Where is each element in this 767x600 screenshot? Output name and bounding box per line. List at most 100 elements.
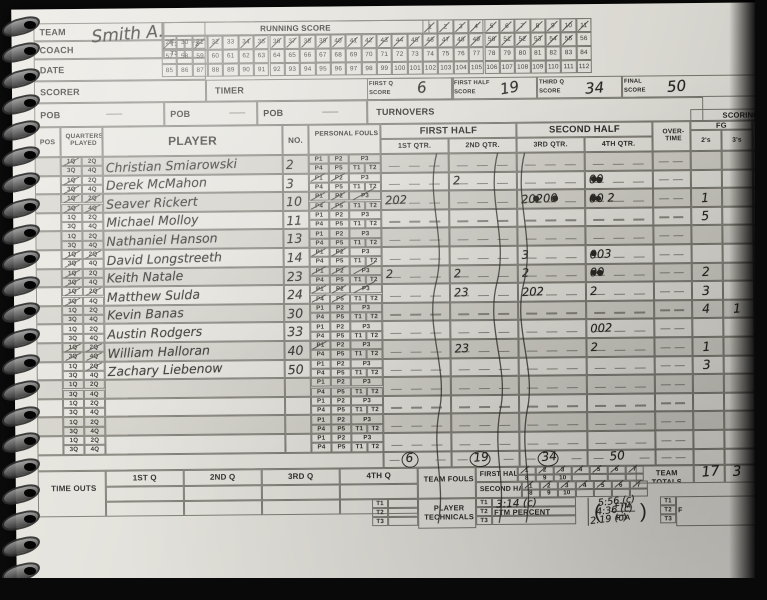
blank-dash xyxy=(410,369,422,372)
blank-dash xyxy=(458,369,470,371)
blank-dash xyxy=(595,405,607,407)
spiral-hole xyxy=(24,73,36,81)
blank-dash xyxy=(479,406,491,408)
blank-dash xyxy=(459,406,471,408)
first-q-score-value: 6 xyxy=(416,78,428,98)
blank-dash xyxy=(632,181,644,183)
blank-dash xyxy=(106,113,123,115)
blank-dash xyxy=(633,200,645,202)
third-q-score-value: 34 xyxy=(584,78,605,98)
blank-dash xyxy=(634,367,646,369)
filled-dot xyxy=(590,269,597,276)
spiral-hole xyxy=(24,463,36,471)
strike-mark xyxy=(86,361,103,371)
blank-dash xyxy=(390,314,402,316)
strike-mark xyxy=(362,36,374,48)
circle-mark xyxy=(401,451,419,468)
blank-dash xyxy=(633,237,645,239)
blank-dash xyxy=(566,349,578,352)
blank-dash xyxy=(409,221,421,223)
player-name-handwritten: Kevin Banas xyxy=(106,305,184,323)
blank-dash xyxy=(639,457,650,459)
blank-dash xyxy=(567,405,579,407)
blank-dash xyxy=(477,201,489,204)
blank-dash xyxy=(526,350,538,352)
player-name-handwritten: Michael Molloy xyxy=(106,211,199,231)
strike-mark xyxy=(63,157,80,167)
strike-mark xyxy=(470,35,482,47)
blank-dash xyxy=(565,219,577,221)
strike-mark xyxy=(65,343,82,353)
blank-dash xyxy=(567,442,579,445)
blank-dash xyxy=(566,331,578,333)
blank-dash xyxy=(546,349,558,352)
blank-dash xyxy=(429,202,441,204)
strike-mark xyxy=(193,38,205,49)
quarter-score-handwritten: 2 xyxy=(521,265,530,280)
blank-dash xyxy=(613,200,625,202)
blank-dash xyxy=(229,112,246,114)
page-edge-shadow xyxy=(729,0,755,600)
player-number-handwritten: 24 xyxy=(286,286,304,303)
strike-mark xyxy=(516,35,528,46)
player-name-handwritten: Nathaniel Hanson xyxy=(106,230,218,249)
blank-dash xyxy=(659,291,670,293)
spiral-hole xyxy=(24,281,36,289)
strike-mark xyxy=(64,297,81,306)
player-name-handwritten: Derek McMahon xyxy=(105,174,208,194)
blank-dash xyxy=(457,220,469,222)
spiral-hole xyxy=(24,203,36,211)
blank-dash xyxy=(389,258,401,260)
blank-dash xyxy=(435,459,446,461)
strike-mark xyxy=(424,21,435,33)
blank-dash xyxy=(458,313,470,315)
blank-dash xyxy=(429,276,441,278)
quarter-score-handwritten: 2 xyxy=(453,266,462,281)
blank-dash xyxy=(594,312,606,314)
strike-mark xyxy=(485,35,497,47)
blank-dash xyxy=(615,423,627,425)
strike-mark xyxy=(316,37,328,48)
blank-dash xyxy=(672,179,683,181)
player-name-handwritten: Zachary Liebenow xyxy=(107,360,223,380)
strike-mark xyxy=(531,20,543,32)
blank-dash xyxy=(479,443,491,445)
strike-mark xyxy=(311,284,327,294)
blank-dash xyxy=(565,275,577,277)
blank-dash xyxy=(593,457,604,459)
blank-dash xyxy=(390,388,402,390)
blank-dash xyxy=(635,442,647,444)
spiral-hole xyxy=(24,437,36,445)
blank-dash xyxy=(564,163,576,166)
blank-dash xyxy=(593,219,605,221)
strike-mark xyxy=(65,352,82,362)
quarter-score-handwritten: 2 xyxy=(452,173,461,188)
blank-dash xyxy=(544,182,556,184)
blank-dash xyxy=(496,164,508,166)
strike-mark xyxy=(301,37,313,48)
background-right xyxy=(755,0,767,600)
blank-dash xyxy=(525,257,537,259)
blank-dash xyxy=(546,387,558,389)
blank-dash xyxy=(674,309,685,311)
blank-dash xyxy=(498,331,510,334)
blank-dash xyxy=(459,425,471,427)
blank-dash xyxy=(524,164,536,166)
blank-dash xyxy=(456,164,468,167)
strike-mark xyxy=(454,21,466,33)
strike-mark xyxy=(310,201,326,210)
blank-dash xyxy=(545,275,557,277)
blank-dash xyxy=(675,456,686,459)
tech-time-3: 4:36 (c) xyxy=(595,502,634,518)
blank-dash xyxy=(672,160,683,163)
blank-dash xyxy=(593,237,605,240)
blank-dash xyxy=(409,258,421,260)
blank-dash xyxy=(567,424,579,426)
strike-mark xyxy=(86,352,103,362)
blank-dash xyxy=(613,293,626,295)
blank-dash xyxy=(411,425,423,427)
blank-dash xyxy=(477,220,489,222)
blank-dash xyxy=(525,275,537,277)
tech-time-4: 2:19 (c) xyxy=(589,511,628,527)
strike-mark xyxy=(64,269,81,278)
